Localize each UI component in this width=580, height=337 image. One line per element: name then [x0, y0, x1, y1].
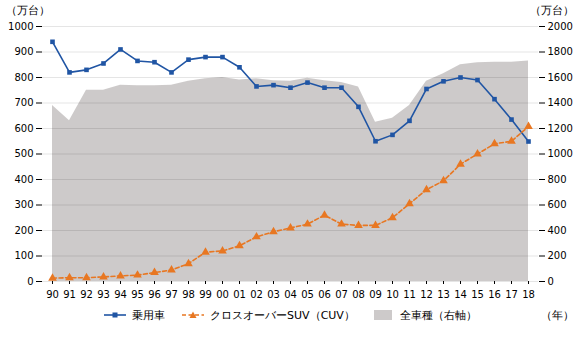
svg-text:1800: 1800: [548, 46, 573, 57]
svg-text:95: 95: [131, 289, 144, 300]
svg-text:10: 10: [386, 289, 399, 300]
svg-text:01: 01: [233, 289, 246, 300]
svg-text:0: 0: [27, 276, 33, 287]
svg-text:07: 07: [335, 289, 348, 300]
svg-text:09: 09: [369, 289, 382, 300]
html-text:全車種（右軸）: 全車種（右軸）: [399, 308, 477, 322]
svg-text:1200: 1200: [548, 123, 573, 134]
svg-text:12: 12: [420, 289, 433, 300]
svg-text:93: 93: [97, 289, 110, 300]
svg-text:13: 13: [437, 289, 450, 300]
svg-text:98: 98: [182, 289, 195, 300]
svg-text:2000: 2000: [548, 21, 573, 32]
svg-text:17: 17: [505, 289, 518, 300]
svg-text:04: 04: [284, 289, 297, 300]
svg-text:200: 200: [14, 225, 33, 236]
html-text:（年）: （年）: [541, 309, 574, 322]
html-text:乗用車: 乗用車: [132, 308, 166, 322]
svg-text:700: 700: [14, 97, 33, 108]
svg-text:02: 02: [250, 289, 263, 300]
svg-text:15: 15: [471, 289, 484, 300]
svg-text:400: 400: [14, 174, 33, 185]
svg-text:14: 14: [454, 289, 467, 300]
svg-text:1600: 1600: [548, 72, 573, 83]
svg-text:18: 18: [522, 289, 535, 300]
svg-text:90: 90: [46, 289, 59, 300]
svg-text:11: 11: [403, 289, 416, 300]
svg-text:800: 800: [14, 72, 33, 83]
svg-text:400: 400: [548, 225, 567, 236]
svg-text:800: 800: [548, 174, 567, 185]
svg-text:99: 99: [199, 289, 212, 300]
svg-text:00: 00: [216, 289, 229, 300]
html-text:クロスオーバーSUV（CUV）: クロスオーバーSUV（CUV）: [210, 308, 355, 322]
svg-text:91: 91: [63, 289, 76, 300]
svg-text:08: 08: [352, 289, 365, 300]
svg-text:96: 96: [148, 289, 161, 300]
svg-text:16: 16: [488, 289, 501, 300]
svg-text:1000: 1000: [548, 148, 573, 159]
svg-text:200: 200: [548, 250, 567, 261]
svg-text:03: 03: [267, 289, 280, 300]
svg-text:1000: 1000: [8, 21, 33, 32]
svg-text:600: 600: [548, 199, 567, 210]
svg-text:97: 97: [165, 289, 178, 300]
svg-text:500: 500: [14, 148, 33, 159]
svg-text:06: 06: [318, 289, 331, 300]
svg-text:300: 300: [14, 199, 33, 210]
html-text:（万台）: （万台）: [530, 4, 574, 17]
svg-text:1400: 1400: [548, 97, 573, 108]
svg-text:94: 94: [114, 289, 127, 300]
svg-text:100: 100: [14, 250, 33, 261]
svg-text:900: 900: [14, 46, 33, 57]
svg-text:05: 05: [301, 289, 314, 300]
svg-text:600: 600: [14, 123, 33, 134]
svg-text:0: 0: [548, 276, 554, 287]
svg-text:92: 92: [80, 289, 93, 300]
html-text:（万台）: （万台）: [6, 4, 50, 17]
